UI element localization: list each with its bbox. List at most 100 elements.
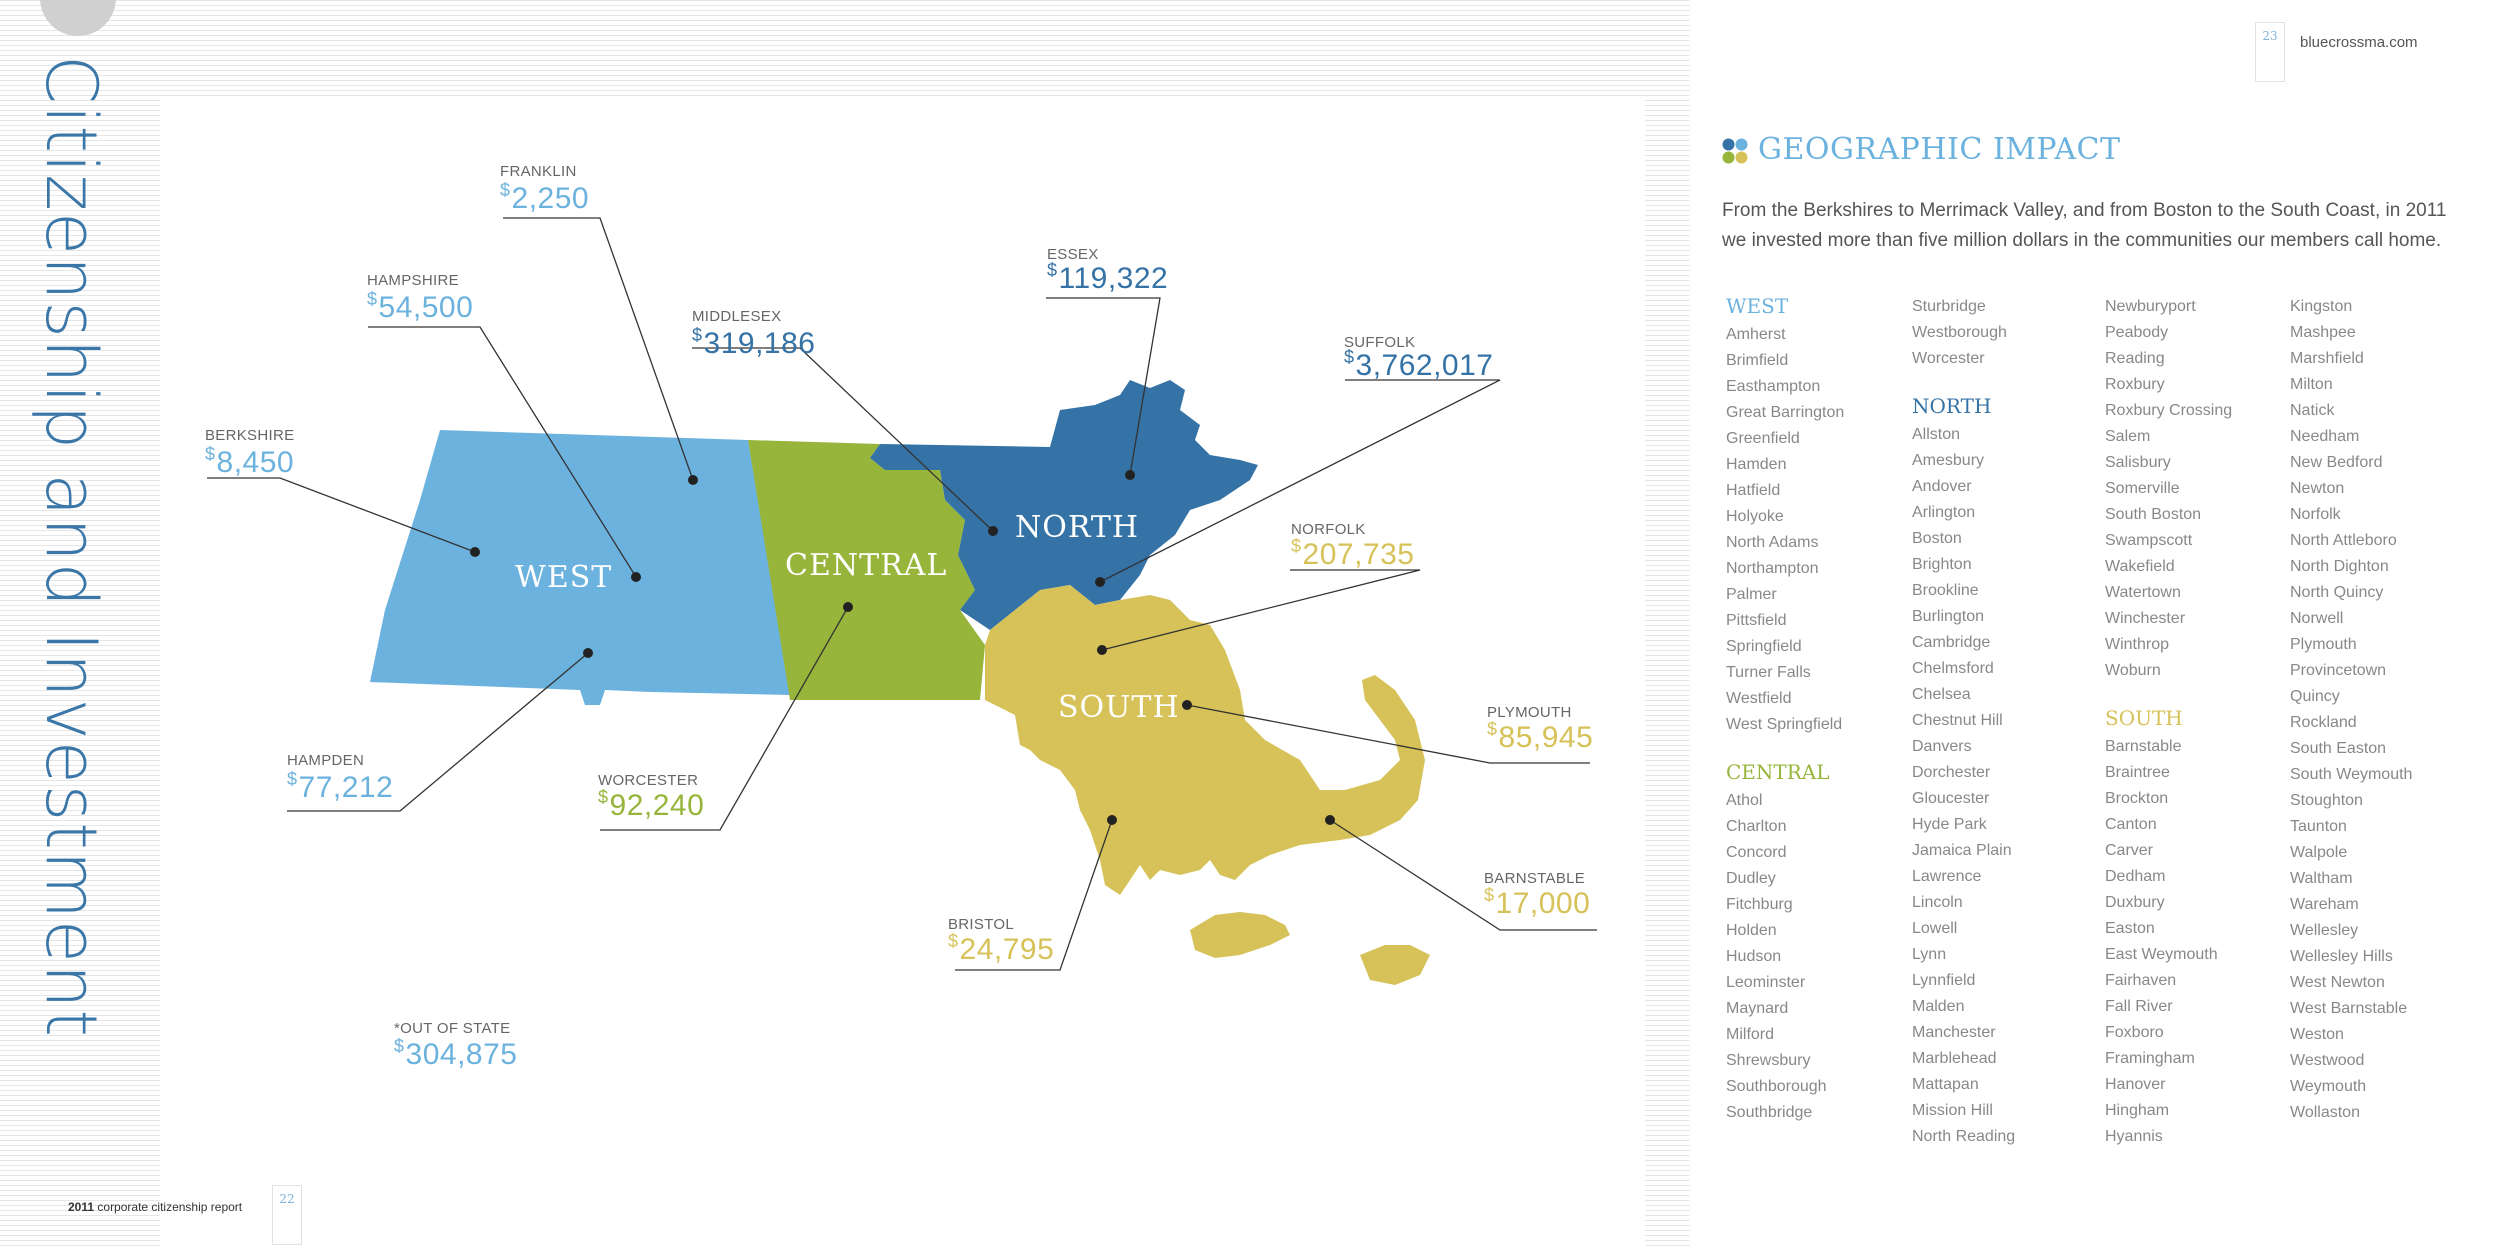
region-heading: SOUTH: [2105, 706, 2183, 730]
town-name: Mission Hill: [1912, 1102, 1993, 1119]
county-name: HAMPDEN: [287, 752, 365, 769]
town-name: Holden: [1726, 922, 1777, 939]
town-name: Barnstable: [2105, 738, 2182, 755]
page-number-left: 22: [272, 1185, 302, 1245]
county-amount: $77,212: [287, 769, 394, 804]
town-name: Hamden: [1726, 456, 1787, 473]
town-name: North Dighton: [2290, 558, 2389, 575]
town-name: Greenfield: [1726, 430, 1800, 447]
town-name: Sturbridge: [1912, 298, 1986, 315]
town-name: Milton: [2290, 376, 2333, 393]
island-nantucket: [1360, 945, 1430, 985]
town-name: Taunton: [2290, 818, 2347, 835]
town-name: North Attleboro: [2290, 532, 2397, 549]
county-amount: $24,795: [948, 931, 1055, 966]
town-name: Roxbury: [2105, 376, 2165, 393]
region-label-west: WEST: [515, 560, 613, 595]
town-name: Duxbury: [2105, 894, 2165, 911]
town-name: Carver: [2105, 842, 2154, 859]
town-name: Gloucester: [1912, 790, 1990, 807]
town-name: Holyoke: [1726, 508, 1784, 525]
intro-paragraph: From the Berkshires to Merrimack Valley,…: [1722, 200, 2447, 251]
town-name: West Springfield: [1726, 716, 1843, 733]
town-name: Norwell: [2290, 610, 2344, 627]
town-name: East Weymouth: [2105, 946, 2218, 963]
region-label-north: NORTH: [1015, 510, 1140, 545]
clover-icon: [1722, 138, 1748, 164]
county-name: PLYMOUTH: [1487, 704, 1572, 721]
town-name: Wareham: [2290, 896, 2359, 913]
town-name: Braintree: [2105, 764, 2170, 781]
town-name: Needham: [2290, 428, 2360, 445]
county-amount: $3,762,017: [1344, 347, 1494, 382]
town-name: Weston: [2290, 1026, 2344, 1043]
county-amount: $85,945: [1487, 719, 1594, 754]
town-name: South Weymouth: [2290, 766, 2413, 783]
county-name: BRISTOL: [948, 916, 1015, 933]
town-name: Amherst: [1726, 326, 1786, 343]
town-name: Winthrop: [2105, 636, 2170, 653]
section-heading: GEOGRAPHIC IMPACT: [1758, 132, 2121, 167]
county-amount: $207,735: [1291, 536, 1415, 571]
town-name: Great Barrington: [1726, 404, 1845, 421]
town-name: Easthampton: [1726, 378, 1821, 395]
county-name: MIDDLESEX: [692, 308, 782, 325]
town-name: Brighton: [1912, 556, 1972, 573]
town-name: Dorchester: [1912, 764, 1991, 781]
town-name: Wellesley: [2290, 922, 2359, 939]
county-amount: $17,000: [1484, 885, 1591, 920]
town-name: Southborough: [1726, 1078, 1827, 1095]
town-name: Hanover: [2105, 1076, 2166, 1093]
county-name: BERKSHIRE: [205, 427, 295, 444]
county-name: NORFOLK: [1291, 521, 1366, 538]
region-label-central: CENTRAL: [785, 548, 948, 583]
town-name: Quincy: [2290, 688, 2340, 705]
town-name: Palmer: [1726, 586, 1777, 603]
town-name: Southbridge: [1726, 1104, 1813, 1121]
town-name: Westfield: [1726, 690, 1792, 707]
town-name: Natick: [2290, 402, 2335, 419]
town-name: Dudley: [1726, 870, 1776, 887]
town-column: Kingston Mashpee Marshfield Milton Natick Nee…: [2290, 294, 2412, 1126]
town-name: Stoughton: [2290, 792, 2363, 809]
town-name: Lawrence: [1912, 868, 1982, 885]
town-name: Winchester: [2105, 610, 2186, 627]
region-central-shape: [748, 440, 985, 700]
town-name: Allston: [1912, 426, 1961, 443]
town-name: Hatfield: [1726, 482, 1781, 499]
town-name: Shrewsbury: [1726, 1052, 1811, 1069]
county-amount: $54,500: [367, 289, 474, 324]
town-name: Salem: [2105, 428, 2151, 445]
region-heading: NORTH: [1912, 394, 1992, 418]
town-name: North Adams: [1726, 534, 1819, 551]
county-name: ESSEX: [1047, 246, 1099, 263]
out-of-state-label: *OUT OF STATE: [394, 1020, 511, 1037]
town-name: Milford: [1726, 1026, 1775, 1043]
town-name: Norfolk: [2290, 506, 2341, 523]
town-name: Salisbury: [2105, 454, 2171, 471]
town-name: South Boston: [2105, 506, 2202, 523]
town-name: Maynard: [1726, 1000, 1789, 1017]
town-name: Fairhaven: [2105, 972, 2177, 989]
town-name: Kingston: [2290, 298, 2353, 315]
county-amount: $119,322: [1047, 260, 1169, 295]
town-name: Concord: [1726, 844, 1787, 861]
town-name: Turner Falls: [1726, 664, 1811, 681]
town-name: Boston: [1912, 530, 1962, 547]
town-name: Hyannis: [2105, 1128, 2163, 1145]
town-name: Foxboro: [2105, 1024, 2164, 1041]
massachusetts-map: [207, 217, 1597, 985]
town-name: Woburn: [2105, 662, 2161, 679]
town-name: Lynn: [1912, 946, 1947, 963]
town-name: Hingham: [2105, 1102, 2170, 1119]
site-link[interactable]: bluecrossma.com: [2300, 34, 2418, 51]
town-name: Springfield: [1726, 638, 1802, 655]
town-column: Newburyport Peabody Reading Roxbury Roxbury …: [2105, 294, 2232, 1150]
town-name: Peabody: [2105, 324, 2169, 341]
out-of-state-amount: $304,875: [394, 1036, 518, 1071]
region-label-south: SOUTH: [1058, 690, 1180, 725]
town-name: Lynnfield: [1912, 972, 1976, 989]
page-number-right: 23: [2255, 22, 2285, 82]
town-name: South Easton: [2290, 740, 2387, 757]
town-name: West Barnstable: [2290, 1000, 2408, 1017]
